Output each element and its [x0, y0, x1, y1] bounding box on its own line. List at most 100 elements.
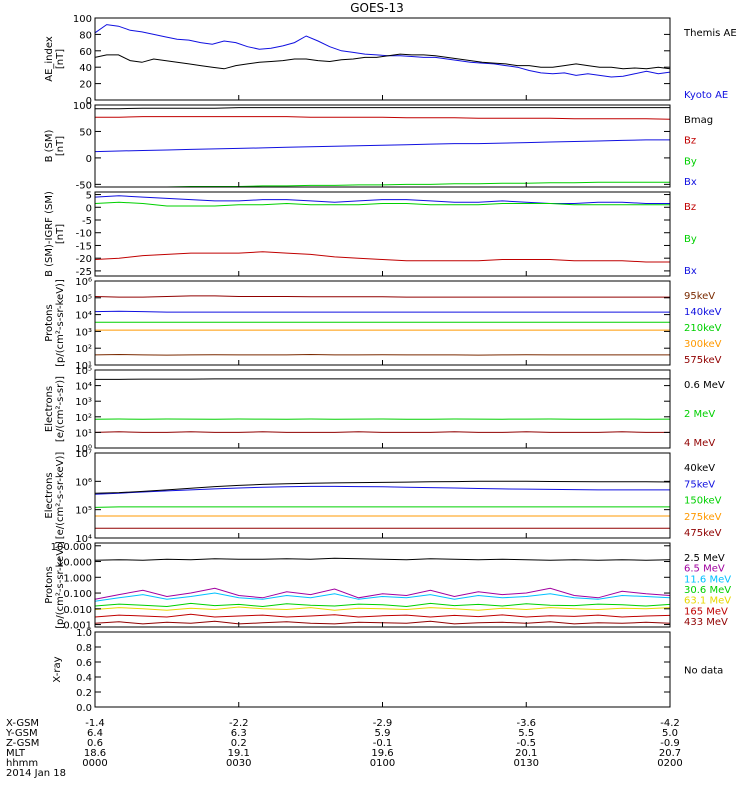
panel-3: 10¹ 10² 10³ 10⁴ 10⁵ 10⁶ Protons[p/(cm²-s-sr-ke… [44, 277, 722, 372]
panel-frame [94, 631, 671, 708]
x-axis-value: -0.5 [516, 738, 536, 749]
y-tick-label: 100.000 [51, 542, 92, 553]
series-line-6-5-mev [94, 587, 671, 600]
series-line-95kev [94, 353, 670, 356]
date-label: 2014 Jan 18 [6, 768, 66, 779]
y-tick-label: 80 [79, 30, 92, 41]
y-axis-label: Protons[p/(cm²-s-sr-keV)] [44, 279, 66, 367]
y-tick-label: 10¹ [75, 361, 92, 372]
legend-entry: By [684, 234, 697, 245]
y-tick-label: 10⁶ [75, 277, 92, 288]
y-tick-label: 20 [79, 80, 92, 91]
x-axis-value: -0.9 [660, 738, 680, 749]
legend-entry: 63.1 MeV [684, 596, 731, 607]
y-tick-label: 10⁴ [75, 311, 92, 322]
series-line-bz [94, 251, 670, 263]
y-tick-label: 10² [75, 413, 92, 424]
y-axis-label: Electrons[e/(cm²-s-sr)] [44, 376, 66, 442]
legend-entry: Bz [684, 202, 696, 213]
x-axis-value: -2.2 [229, 718, 249, 729]
y-tick-label: 10¹ [75, 428, 92, 439]
series-line-63-1-mev [94, 606, 671, 611]
y-tick-label: -50 [76, 180, 92, 191]
y-tick-label: 10⁵ [75, 294, 92, 305]
y-tick-label: 10⁴ [75, 382, 92, 393]
legend-entry: 4 MeV [684, 438, 715, 449]
y-tick-label: 0.0 [76, 703, 92, 714]
x-row-label: Y-GSM [5, 728, 38, 739]
x-axis-value: 6.3 [231, 728, 247, 739]
legend-entry: 475keV [684, 528, 722, 539]
x-axis-value: 20.7 [659, 748, 681, 759]
legend-entry: 210keV [684, 323, 722, 334]
legend-entry: Bz [684, 136, 696, 147]
legend-entry: 75keV [684, 479, 715, 490]
panel-frame [94, 542, 671, 628]
legend-entry: Kyoto AE [684, 90, 728, 101]
y-tick-label: 0 [86, 154, 92, 165]
series-line-kyoto-ae [94, 24, 671, 78]
series-line-150kev [94, 506, 670, 508]
y-tick-label: 0.2 [76, 688, 92, 699]
x-axis-value: -2.9 [373, 718, 393, 729]
panel-2: 50 -5 -10-15 -20 -25 B (SM)-IGRF (SM)[nT] Bz By… [44, 191, 697, 278]
series-line-bmag [95, 107, 670, 110]
legend-entry: 2.5 MeV [684, 553, 725, 564]
x-axis-value: 0.6 [87, 738, 103, 749]
x-axis-value: -4.2 [660, 718, 680, 729]
panel-4: 10⁰ 10¹ 10² 10³ 10⁴ 10⁵ Electrons[e/(cm²-s-sr)… [44, 366, 725, 455]
x-axis-value: 0000 [82, 758, 107, 769]
y-tick-label: 1.0 [76, 628, 92, 639]
y-tick-label: 10⁴ [75, 534, 92, 545]
legend-entry: 6.5 MeV [684, 564, 725, 575]
series-line-by [94, 201, 670, 207]
series-line-11-6-mev [94, 592, 671, 602]
y-tick-label: 0.4 [76, 673, 92, 684]
legend-entry: 40keV [684, 463, 715, 474]
x-axis-value: 5.0 [662, 728, 678, 739]
y-tick-label: 0.001 [63, 621, 92, 632]
x-axis-value: 0030 [226, 758, 251, 769]
y-tick-label: 10³ [75, 327, 92, 338]
y-tick-label: 0 [86, 96, 92, 107]
legend-entry: Bx [684, 266, 697, 277]
legend-entry: 11.6 MeV [684, 574, 731, 585]
panel-5: 10⁷ 10⁶ 10⁵ 10⁴ Electrons[e/(cm²-s-sr-keV)] 4… [44, 449, 722, 545]
series-line-40kev [94, 480, 671, 494]
panel-frame [94, 280, 671, 366]
legend-entry: 30.6 MeV [684, 585, 731, 596]
y-tick-label: -25 [76, 267, 92, 278]
y-tick-label: 100 [73, 14, 92, 25]
x-row-label: X-GSM [6, 718, 39, 729]
x-axis-value: -0.1 [373, 738, 393, 749]
y-axis-label: Protons[p/(cm²-s-sr-keV)] [44, 541, 66, 629]
series-line-bz [95, 116, 671, 120]
legend-entry: 140keV [684, 307, 722, 318]
series-line-30-6-mev [94, 602, 671, 608]
series-line-bx [94, 195, 670, 204]
y-tick-label: 60 [79, 47, 92, 58]
series-line-165-mev [94, 613, 671, 618]
legend-entry: 150keV [684, 496, 722, 507]
x-axis-value: 0100 [370, 758, 395, 769]
y-tick-label: 1.000 [63, 573, 92, 584]
legend-entry: Bx [684, 177, 697, 188]
y-tick-label: 40 [79, 63, 92, 74]
legend-entry: 300keV [684, 339, 722, 350]
x-axis-value: -3.6 [516, 718, 536, 729]
y-tick-label: 50 [79, 127, 92, 138]
y-tick-label: 10⁵ [75, 506, 92, 517]
legend-entry: 275keV [684, 512, 722, 523]
series-line-4-mev [94, 431, 670, 433]
no-data-message: No data [684, 666, 723, 677]
y-tick-label: -15 [76, 241, 92, 252]
x-axis-value: 0130 [514, 758, 539, 769]
figure-title: GOES-13 [350, 1, 404, 15]
x-axis-value: 5.5 [518, 728, 534, 739]
x-axis-value: 20.1 [515, 748, 537, 759]
panel-1: 100 50 0 -50 B (SM)[nT] Bmag Bz By Bx [44, 101, 713, 191]
y-tick-label: 0.100 [63, 589, 92, 600]
panel-7: 1.0 0.8 0.6 0.4 0.2 0.0 X-ray No data [52, 628, 723, 714]
